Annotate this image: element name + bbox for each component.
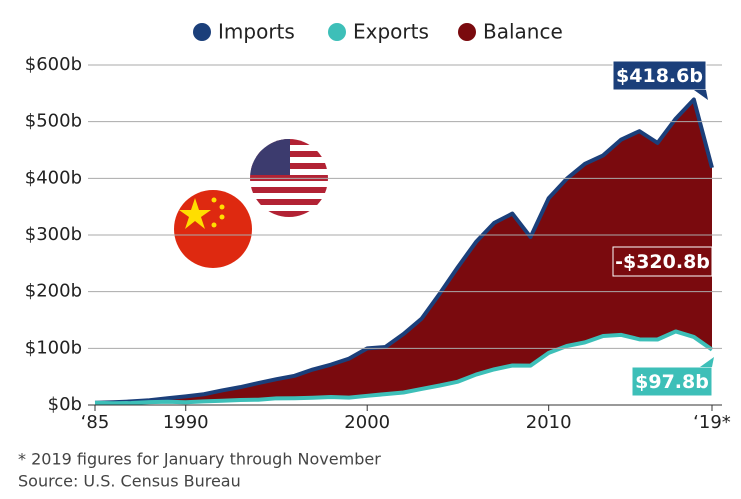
y-tick-label: $200b xyxy=(25,281,82,302)
end-label-box xyxy=(631,366,713,397)
legend-label: Imports xyxy=(218,20,295,44)
end-label-box xyxy=(612,246,713,277)
y-tick-label: $600b xyxy=(25,54,82,75)
legend-label: Exports xyxy=(353,20,429,44)
source: Source: U.S. Census Bureau xyxy=(18,472,241,491)
end-label: $97.8b xyxy=(635,371,709,393)
y-tick-label: $400b xyxy=(25,167,82,188)
end-label: $418.6b xyxy=(616,65,703,87)
x-tick-label: 2010 xyxy=(526,412,572,433)
legend-swatch xyxy=(328,23,346,41)
end-label-pointer xyxy=(694,90,708,100)
china-star xyxy=(179,198,211,229)
x-tick-label: 2000 xyxy=(344,412,390,433)
china-star xyxy=(219,214,225,220)
y-tick-label: $100b xyxy=(25,337,82,358)
y-tick-label: $300b xyxy=(25,224,82,245)
legend-swatch xyxy=(458,23,476,41)
footnote: * 2019 figures for January through Novem… xyxy=(18,450,381,469)
series-line xyxy=(94,97,714,405)
china-star xyxy=(211,197,217,203)
end-label-pointer xyxy=(700,357,714,367)
y-tick-label: $0b xyxy=(48,394,82,415)
legend-swatch xyxy=(193,23,211,41)
end-label: -$320.8b xyxy=(615,251,710,273)
x-tick-label: ‘85 xyxy=(81,412,110,433)
balance-area xyxy=(95,99,712,404)
china-star xyxy=(219,204,225,210)
china-star xyxy=(211,222,217,228)
end-label-box xyxy=(612,60,707,91)
x-tick-label: 1990 xyxy=(163,412,209,433)
legend-label: Balance xyxy=(483,20,563,44)
flags xyxy=(174,139,328,268)
x-tick-label: ‘19* xyxy=(693,412,731,433)
series-line xyxy=(94,329,714,406)
y-tick-label: $500b xyxy=(25,111,82,132)
